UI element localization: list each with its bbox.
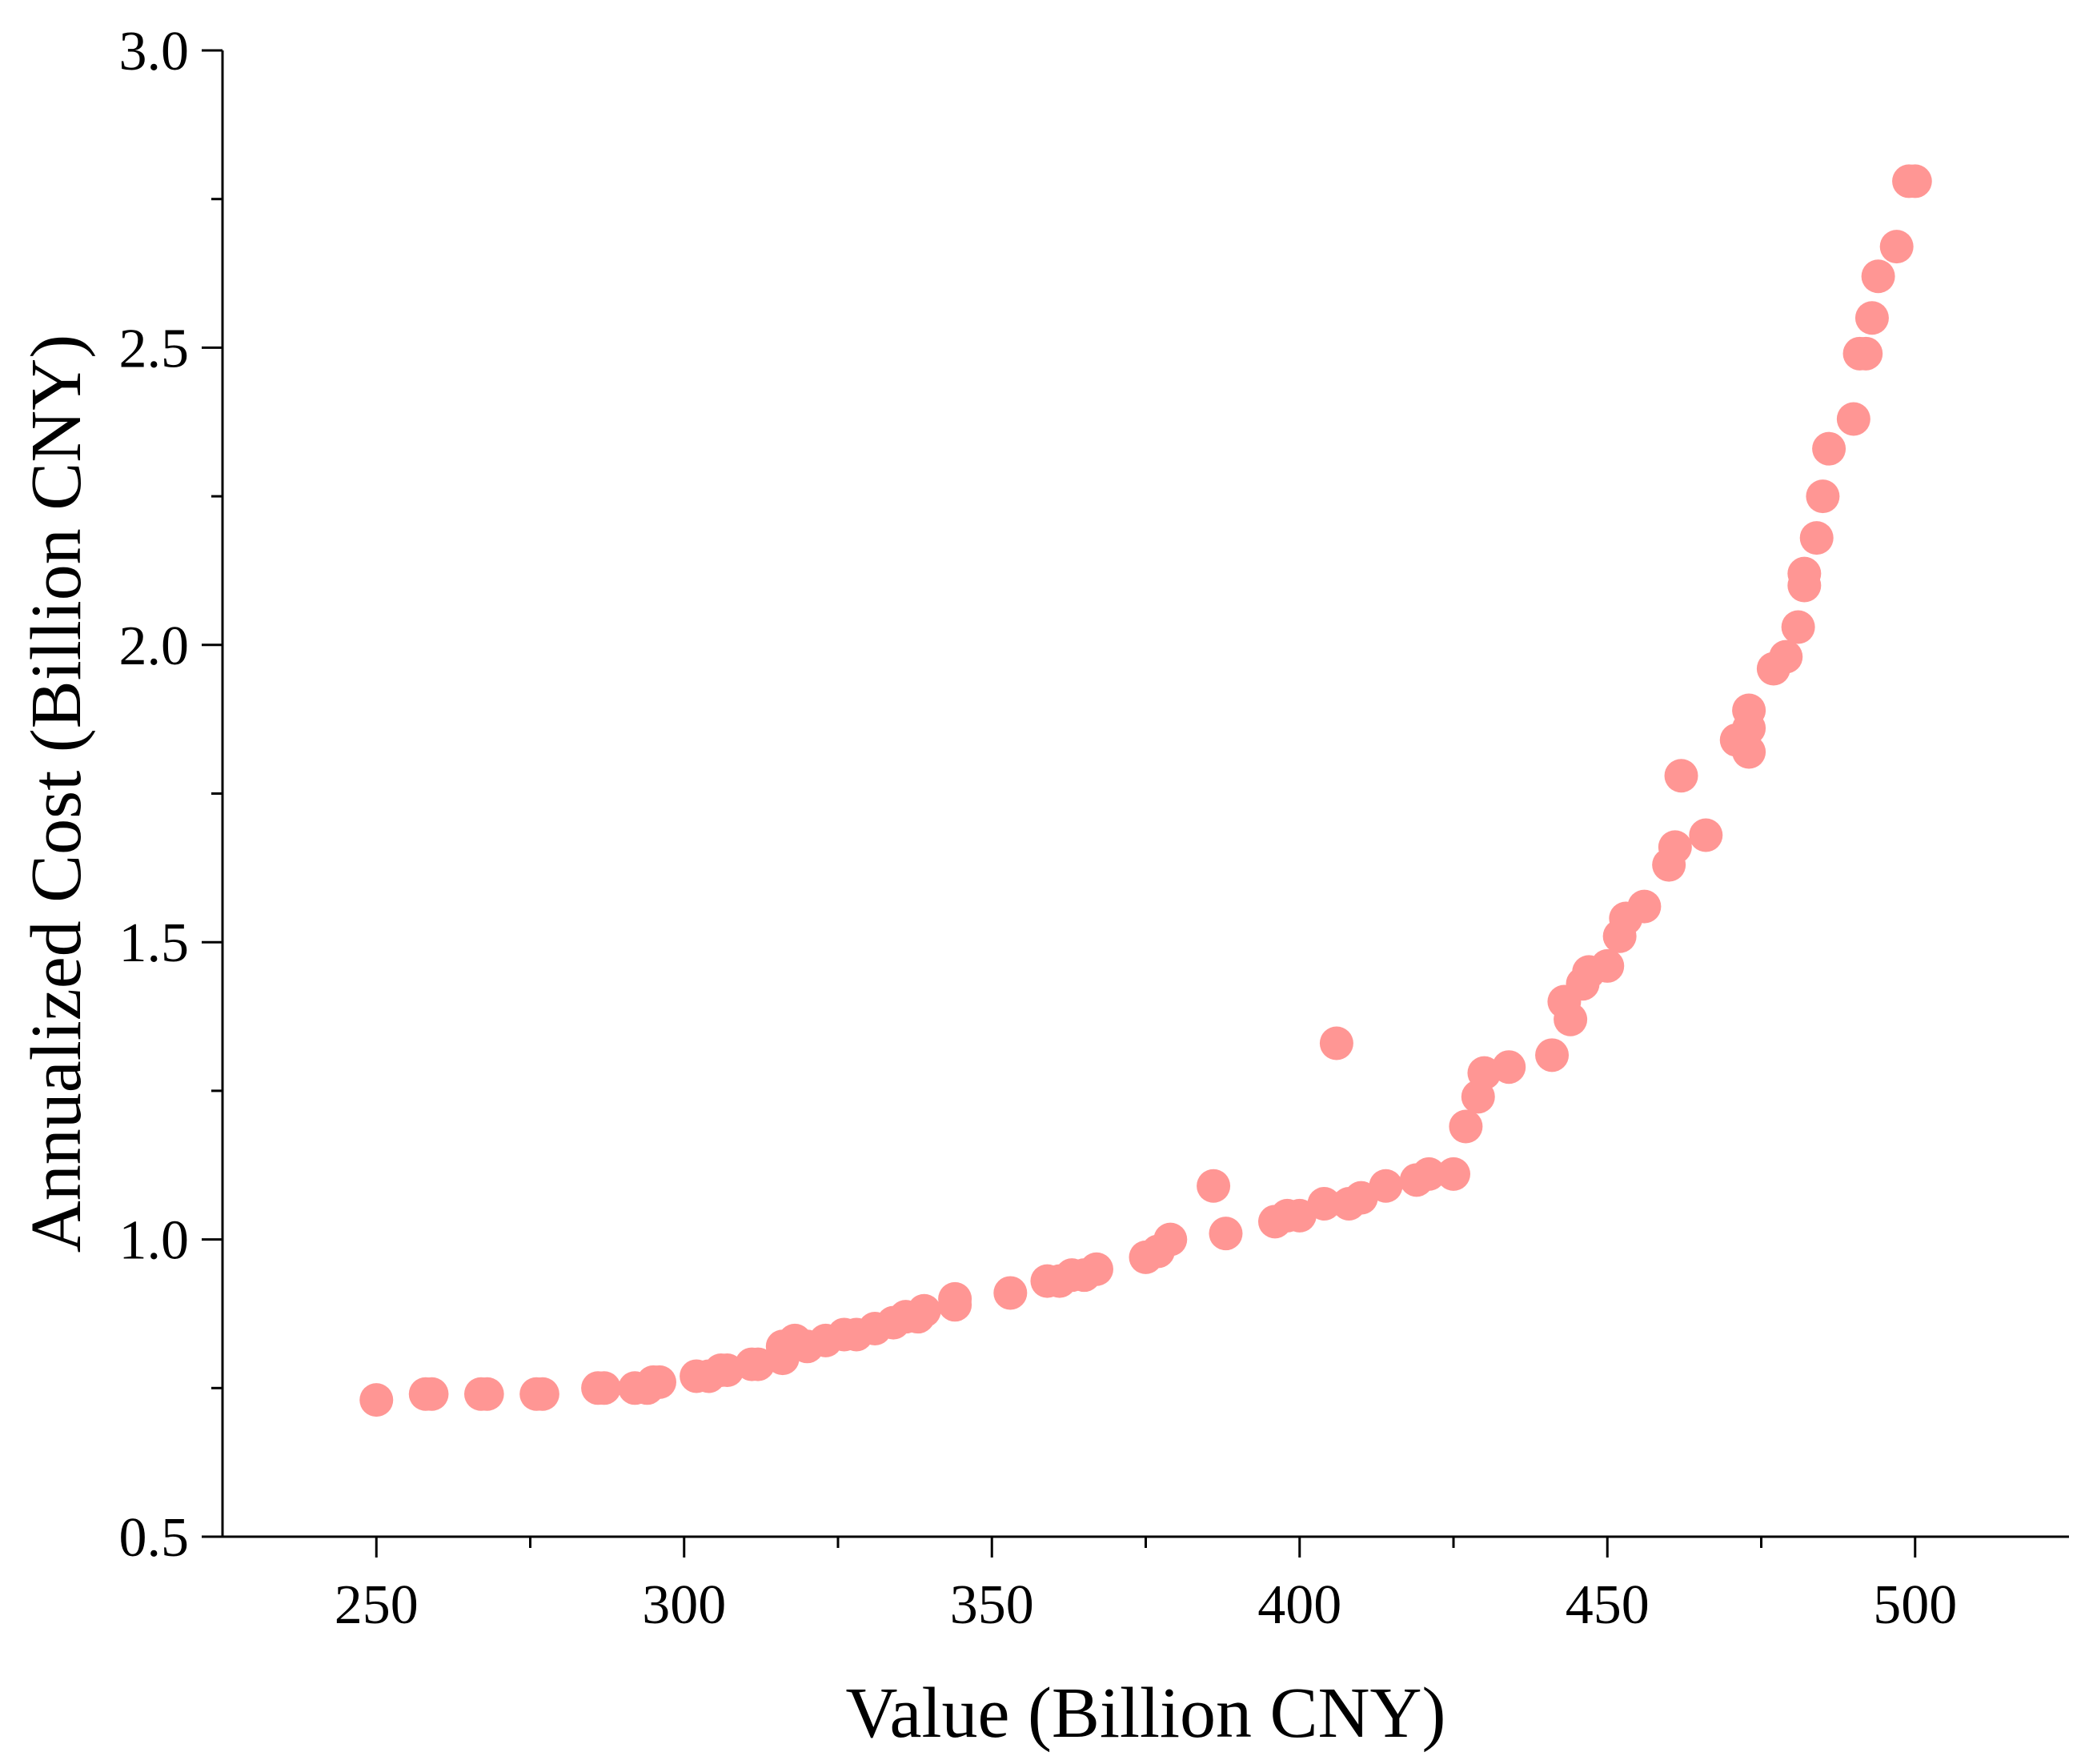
data-point (1769, 639, 1803, 674)
data-point (1836, 402, 1870, 436)
x-axis-title: Value (Billion CNY) (846, 1674, 1446, 1753)
y-tick-label: 2.0 (119, 615, 190, 677)
data-point (993, 1276, 1028, 1310)
data-point (1369, 1169, 1403, 1203)
data-point (1590, 948, 1625, 983)
data-point (907, 1293, 941, 1328)
data-point (1664, 759, 1698, 793)
data-point (1806, 479, 1840, 514)
y-tick-label: 1.5 (119, 912, 190, 974)
data-point (1153, 1222, 1188, 1257)
data-point (1787, 556, 1822, 591)
x-tick-label: 450 (1566, 1574, 1650, 1636)
data-point (938, 1281, 972, 1316)
data-point (1197, 1169, 1231, 1203)
y-axis-ticks: 0.5 1.0 1.5 2.0 2.5 3.0 (119, 21, 223, 1569)
x-tick-label: 400 (1257, 1574, 1341, 1636)
x-tick-label: 500 (1873, 1574, 1957, 1636)
data-point (1627, 889, 1662, 924)
data-point (1437, 1157, 1470, 1191)
data-point (1319, 1026, 1353, 1060)
data-point (1658, 830, 1692, 864)
y-tick-label: 3.0 (119, 21, 190, 82)
data-point (587, 1371, 621, 1405)
data-point (1449, 1109, 1483, 1144)
data-point (1689, 818, 1723, 852)
x-tick-label: 300 (642, 1574, 726, 1636)
x-tick-label: 350 (950, 1574, 1034, 1636)
x-tick-label: 250 (335, 1574, 419, 1636)
data-point (1879, 230, 1914, 264)
data-point (1854, 301, 1889, 335)
data-point (1307, 1187, 1341, 1221)
data-point (1861, 259, 1895, 294)
data-point (470, 1377, 504, 1411)
data-point (1898, 164, 1932, 198)
data-point (642, 1365, 676, 1399)
axes (221, 50, 2069, 1538)
data-point (1209, 1217, 1243, 1251)
data-point (359, 1383, 394, 1417)
data-point (1492, 1050, 1526, 1084)
data-point (1079, 1252, 1113, 1286)
y-tick-label: 0.5 (119, 1507, 190, 1569)
data-point (415, 1377, 449, 1411)
data-point (525, 1377, 559, 1411)
axis-frame (221, 50, 2069, 1538)
y-tick-label: 1.0 (119, 1210, 190, 1272)
y-axis-title: Annualized Cost (Billion CNY) (17, 335, 96, 1253)
data-point (1799, 521, 1834, 555)
data-point (1535, 1038, 1570, 1072)
data-point (1554, 1002, 1588, 1036)
data-points (359, 164, 1932, 1417)
y-tick-label: 2.5 (119, 318, 190, 379)
data-point (1732, 693, 1766, 728)
x-axis-ticks: 250 300 350 400 450 500 (335, 1537, 1957, 1636)
data-point (1849, 336, 1883, 371)
data-point (1812, 431, 1846, 466)
data-point (1781, 610, 1815, 644)
data-point (1412, 1157, 1446, 1191)
data-point (1732, 735, 1766, 769)
